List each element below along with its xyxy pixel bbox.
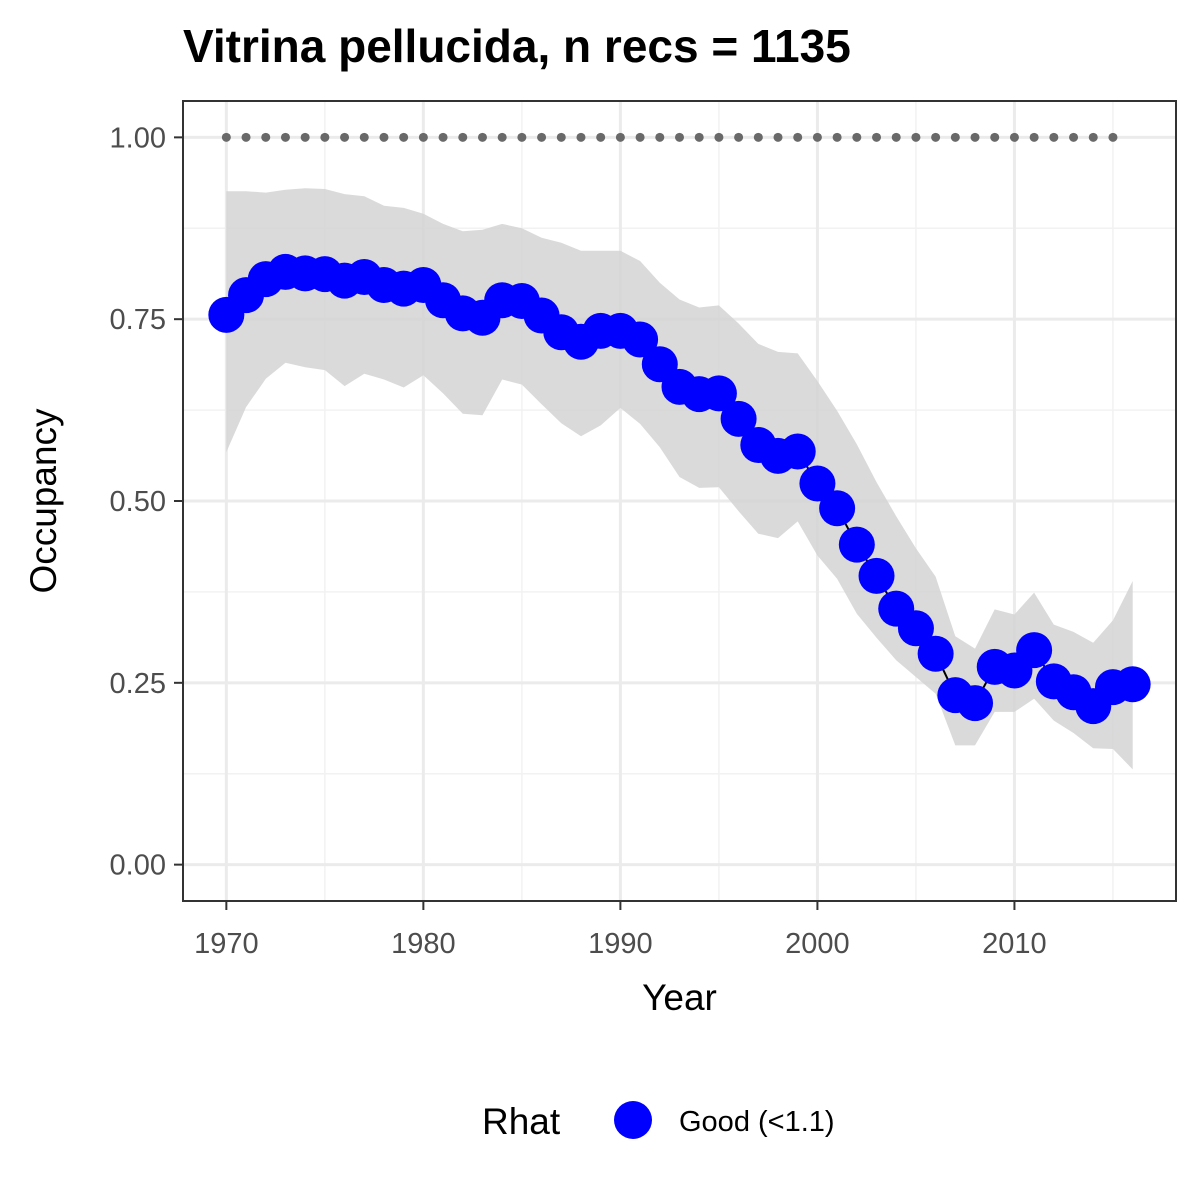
- reference-dot: [300, 132, 310, 142]
- x-tick-label: 2010: [982, 928, 1047, 960]
- reference-dot: [990, 132, 1000, 142]
- legend-label: Good (<1.1): [679, 1106, 835, 1138]
- data-point: [838, 526, 875, 563]
- reference-dot: [832, 132, 842, 142]
- reference-dot: [280, 132, 290, 142]
- reference-dot: [675, 132, 684, 142]
- y-tick-label: 0.25: [110, 668, 166, 700]
- x-tick-label: 2000: [785, 928, 850, 960]
- legend: Rhat Good (<1.1): [482, 1101, 835, 1142]
- data-point: [779, 433, 816, 470]
- reference-dot: [497, 132, 507, 142]
- reference-dot: [872, 132, 882, 142]
- y-tick-label: 1.00: [110, 122, 166, 154]
- reference-dot: [576, 132, 586, 142]
- data-point: [1114, 666, 1151, 703]
- data-point: [799, 465, 836, 502]
- reference-dot: [537, 132, 547, 142]
- reference-dot: [477, 132, 487, 142]
- x-axis-ticks: 1970 1980 1990 2000 2010: [194, 901, 1047, 960]
- y-tick-label: 0.50: [110, 486, 166, 518]
- reference-dot: [812, 132, 822, 142]
- data-point: [897, 610, 934, 647]
- reference-dot: [359, 132, 369, 142]
- reference-dot: [1009, 132, 1019, 142]
- y-axis-title: Occupancy: [23, 408, 64, 594]
- reference-dot: [261, 132, 271, 142]
- occupancy-points: [208, 253, 1151, 725]
- reference-dot: [635, 132, 645, 142]
- reference-dot: [556, 132, 566, 142]
- reference-dot: [931, 132, 941, 142]
- chart-title: Vitrina pellucida, n recs = 1135: [183, 20, 851, 72]
- x-tick-label: 1990: [588, 928, 653, 960]
- reference-dot: [970, 132, 980, 142]
- reference-dot: [753, 132, 763, 142]
- y-tick-label: 0.75: [110, 304, 166, 336]
- reference-dot: [734, 132, 744, 142]
- reference-dot: [438, 132, 448, 142]
- data-point: [622, 321, 659, 358]
- reference-dot: [852, 132, 862, 142]
- x-axis-title: Year: [642, 977, 717, 1018]
- data-point: [1016, 632, 1053, 669]
- reference-dot: [891, 132, 901, 142]
- y-axis-ticks: 0.00 0.25 0.50 0.75 1.00: [110, 122, 183, 882]
- reference-dot: [596, 132, 606, 142]
- reference-dot: [1088, 132, 1098, 142]
- data-point: [858, 557, 895, 594]
- reference-dot: [1108, 132, 1118, 142]
- reference-dot: [615, 132, 625, 142]
- reference-dot: [379, 132, 389, 142]
- reference-dot: [714, 132, 724, 142]
- reference-dot: [418, 132, 428, 142]
- data-point: [957, 685, 994, 722]
- data-point: [819, 490, 856, 527]
- reference-dot: [458, 132, 468, 142]
- data-point: [917, 635, 954, 672]
- reference-dot: [1049, 132, 1059, 142]
- legend-title: Rhat: [482, 1101, 561, 1142]
- data-point: [700, 375, 737, 412]
- reference-dot: [950, 132, 960, 142]
- x-tick-label: 1970: [194, 928, 259, 960]
- data-point: [720, 400, 757, 437]
- reference-dot: [773, 132, 783, 142]
- y-tick-label: 0.00: [110, 850, 166, 882]
- reference-dot: [911, 132, 921, 142]
- reference-dot: [793, 132, 803, 142]
- reference-dot: [241, 132, 251, 142]
- reference-dot: [694, 132, 704, 142]
- legend-key-point: [614, 1101, 652, 1139]
- reference-dot: [1029, 132, 1039, 142]
- reference-dot: [655, 132, 665, 142]
- reference-dot: [320, 132, 330, 142]
- reference-dot: [340, 132, 350, 142]
- reference-line-dots: [221, 132, 1118, 142]
- reference-dot: [1069, 132, 1079, 142]
- reference-dot: [517, 132, 527, 142]
- reference-dot: [399, 132, 409, 142]
- x-tick-label: 1980: [391, 928, 456, 960]
- reference-dot: [221, 132, 231, 142]
